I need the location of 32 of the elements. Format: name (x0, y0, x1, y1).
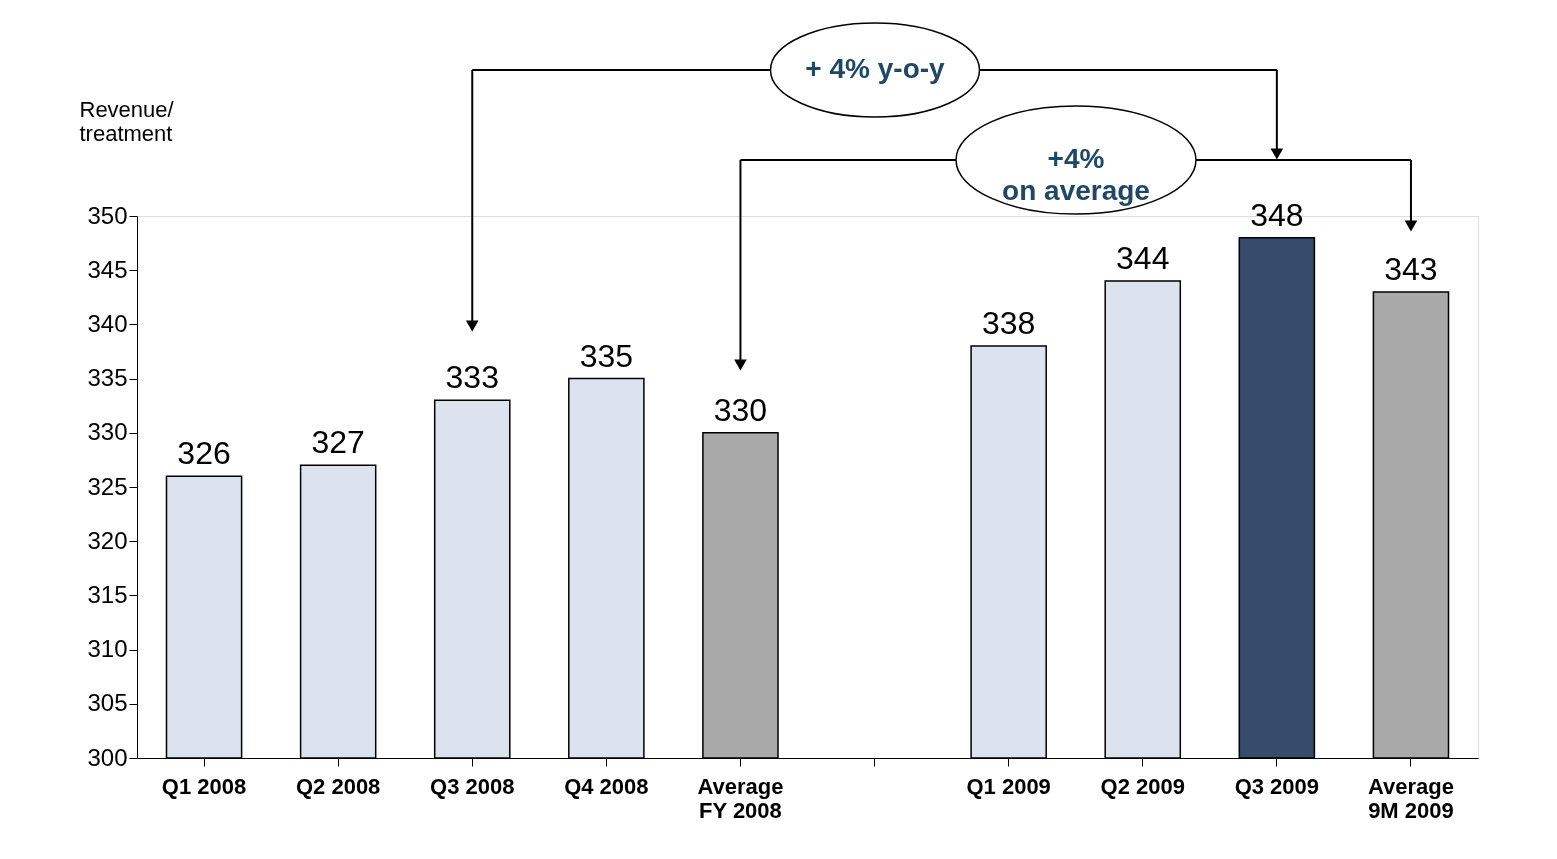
data-label: 343 (1384, 250, 1438, 287)
data-label: 333 (445, 359, 499, 396)
x-tick-label: Q4 2008 (564, 773, 649, 799)
x-tick-label: Q1 2009 (966, 773, 1051, 799)
data-label: 326 (177, 435, 231, 472)
data-label: 344 (1116, 240, 1170, 277)
x-tick-label: Q1 2008 (161, 773, 247, 799)
text: +4% on average (1002, 143, 1150, 206)
y-tick-label: 305 (87, 689, 128, 717)
x-tick-label: Q3 2009 (1234, 773, 1320, 799)
data-label: 338 (981, 305, 1036, 342)
y-tick-label: 300 (87, 743, 128, 771)
y-axis-title: Revenue/ treatment (79, 96, 175, 146)
y-tick-label: 325 (87, 472, 128, 500)
x-tick-label: Average FY 2008 (697, 773, 784, 823)
y-tick-label: 335 (87, 364, 128, 392)
x-tick-label: Average 9M 2009 (1367, 773, 1454, 823)
data-label: 327 (311, 424, 365, 461)
y-tick-label: 320 (87, 526, 128, 554)
data-label: 348 (1250, 196, 1304, 233)
x-tick-label: Q3 2008 (430, 773, 515, 799)
y-tick-label: 330 (87, 418, 128, 446)
y-tick-label: 350 (87, 201, 128, 229)
data-label: 335 (579, 337, 634, 374)
text: + 4% y-o-y (805, 53, 946, 84)
y-tick-label: 345 (87, 255, 128, 283)
data-label: 330 (713, 391, 768, 428)
y-tick-label: 310 (87, 635, 128, 663)
x-tick-label: Q2 2009 (1100, 773, 1185, 799)
x-tick-label: Q2 2008 (295, 773, 381, 799)
y-tick-label: 315 (87, 580, 128, 608)
y-tick-label: 340 (87, 309, 128, 337)
